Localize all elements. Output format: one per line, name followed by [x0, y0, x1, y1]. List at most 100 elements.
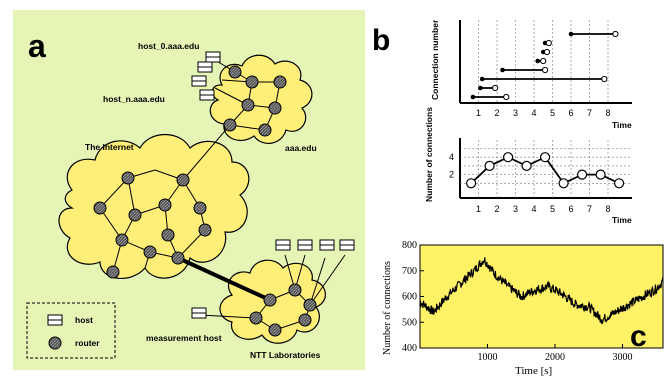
legend: host router — [26, 302, 116, 359]
count-xlabel: Time — [612, 215, 632, 225]
legend-host-icon — [47, 314, 63, 326]
gantt-interval-end — [543, 48, 551, 56]
count-point — [484, 160, 495, 171]
router-node — [193, 201, 207, 215]
label-measurement-host: measurement host — [146, 333, 222, 343]
gantt-interval-end — [601, 75, 608, 83]
timeseries-background — [420, 245, 663, 348]
router-node — [273, 75, 287, 89]
gantt-ticks: 1 2 3 4 5 6 7 8 — [476, 108, 611, 118]
label-internet: The Internet — [85, 142, 134, 152]
host-icon — [275, 239, 291, 251]
gantt-x-tick-label: 5 — [550, 108, 555, 118]
count-point — [576, 169, 588, 180]
panel-c-letter: c — [630, 320, 647, 353]
count-y-tick-label: 4 — [449, 152, 454, 162]
count-point — [613, 178, 625, 189]
gantt-interval-end — [612, 30, 619, 38]
router-node — [268, 101, 282, 115]
count-point — [503, 152, 514, 163]
timeseries-ylabel: Number of connections — [382, 261, 393, 355]
panel-a-letter: a — [28, 28, 46, 64]
count-ticks: 1 2 3 4 5 6 7 8 2 4 — [449, 152, 611, 214]
gantt-interval-end — [540, 57, 547, 65]
timeseries-x-tick-label: 1000 — [478, 352, 498, 363]
gantt-interval-end — [492, 84, 499, 92]
count-y-tick-label: 2 — [449, 170, 454, 180]
count-x-tick-label: 3 — [513, 204, 518, 214]
host-icon — [191, 75, 207, 87]
panel-b: b 1 2 3 4 5 6 7 8 Connection number Time 1 2 3 4 5 6… — [372, 19, 632, 225]
gantt-x-tick-label: 3 — [513, 108, 518, 118]
gantt-x-tick-label: 2 — [494, 108, 499, 118]
timeseries-xlabel: Time [s] — [515, 365, 552, 377]
legend-router-label: router — [75, 338, 100, 348]
timeseries-y-tick-label: 400 — [402, 343, 417, 354]
timeseries-y-tick-label: 600 — [402, 292, 417, 303]
gantt-ylabel: Connection number — [430, 19, 440, 100]
count-marks — [466, 152, 625, 189]
count-point — [521, 160, 532, 171]
count-x-tick-label: 8 — [605, 204, 610, 214]
router-node — [258, 123, 272, 137]
router-node — [176, 173, 190, 187]
count-point — [558, 178, 569, 189]
host-icon — [199, 89, 215, 101]
gantt-interval-end — [503, 93, 510, 101]
router-node — [249, 311, 263, 325]
router-node — [288, 283, 302, 297]
router-node — [143, 245, 157, 259]
count-x-tick-label: 1 — [476, 204, 481, 214]
router-node — [298, 313, 312, 327]
panel-b-letter: b — [372, 24, 390, 57]
count-x-tick-label: 6 — [568, 204, 573, 214]
gantt-interval-start — [535, 58, 540, 64]
router-node — [228, 65, 242, 79]
gantt-interval-start — [479, 76, 485, 82]
timeseries-y-tick-label: 500 — [402, 317, 417, 328]
gantt-x-tick-label: 6 — [568, 108, 573, 118]
timeseries-y-tick-label: 800 — [402, 240, 417, 251]
timeseries-ticks: 1000 2000 3000 400 500 600 700 800 — [402, 240, 633, 363]
gantt-x-tick-label: 7 — [587, 108, 592, 118]
router-node — [158, 198, 172, 212]
router-node — [93, 201, 107, 215]
count-point — [466, 178, 477, 189]
panel-a: a — [13, 10, 365, 370]
timeseries-y-tick-label: 700 — [402, 266, 417, 277]
count-plot: 1 2 3 4 5 6 7 8 2 4 Number of connections Time — [424, 107, 632, 225]
gantt-x-tick-label: 8 — [605, 108, 610, 118]
count-x-tick-label: 2 — [494, 204, 499, 214]
timeseries-x-tick-label: 2000 — [545, 352, 565, 363]
internet-cloud — [58, 134, 250, 280]
router-node — [198, 223, 212, 237]
gantt-interval-start — [478, 85, 483, 91]
timeseries-line — [419, 257, 664, 325]
count-x-tick-label: 5 — [550, 204, 555, 214]
gantt-interval-end — [545, 39, 552, 47]
gantt-interval-start — [500, 67, 505, 73]
timeseries-x-tick-label: 3000 — [613, 352, 633, 363]
router-node — [121, 171, 135, 185]
measurement-host-icon — [191, 307, 207, 319]
hosts — [191, 51, 355, 319]
count-point — [595, 169, 606, 180]
router-node — [241, 98, 255, 112]
router-node — [128, 208, 142, 222]
gantt-bars — [470, 30, 619, 101]
router-node — [106, 265, 120, 279]
count-point — [539, 152, 551, 163]
router-node — [268, 323, 282, 337]
gantt-interval-start — [568, 31, 574, 37]
measurement-link — [177, 256, 271, 302]
host-icon — [297, 239, 313, 251]
gantt-interval-end — [542, 66, 549, 74]
host-icon — [205, 51, 221, 63]
router-node — [245, 75, 259, 89]
count-x-tick-label: 4 — [531, 204, 536, 214]
router-node — [161, 228, 175, 242]
gantt-x-tick-label: 4 — [531, 108, 536, 118]
count-x-tick-label: 7 — [587, 204, 592, 214]
gantt-x-tick-label: 1 — [476, 108, 481, 118]
